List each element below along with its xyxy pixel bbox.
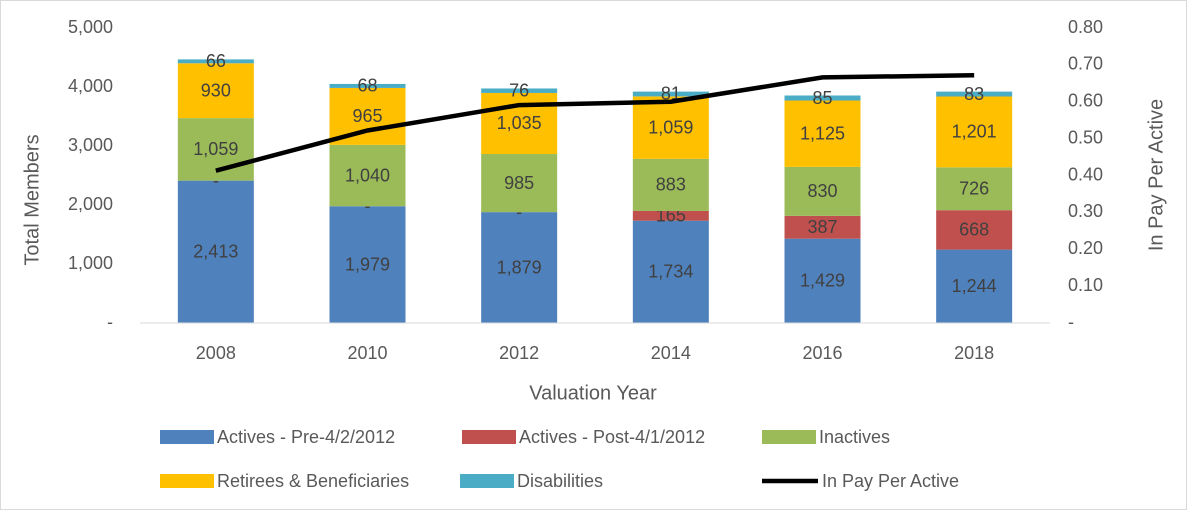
data-label: 965 [352, 106, 382, 126]
data-label: 668 [959, 220, 989, 240]
y-tick-label: - [107, 312, 113, 332]
bar-segment [632, 158, 709, 211]
bar-segment [936, 96, 1013, 168]
legend-swatch [462, 430, 516, 444]
bar-segment [329, 83, 406, 88]
data-label: 66 [206, 51, 226, 71]
y2-tick-label: 0.30 [1068, 201, 1103, 221]
x-tick-label: 2010 [347, 343, 387, 363]
legend-swatch [160, 474, 214, 488]
bar-segment [481, 88, 558, 93]
data-label: 1,879 [497, 257, 542, 277]
data-label: 83 [964, 84, 984, 104]
bar-segment [784, 100, 861, 167]
y-tick-label: 2,000 [68, 194, 113, 214]
y2-tick-label: 0.10 [1068, 275, 1103, 295]
data-label: 830 [807, 181, 837, 201]
bar-segment [632, 220, 709, 323]
bar-segment [784, 238, 861, 323]
y-axis-title: Total Members [21, 134, 43, 265]
data-label: 2,413 [193, 242, 238, 262]
data-label: 85 [812, 88, 832, 108]
y2-tick-label: 0.50 [1068, 127, 1103, 147]
y2-axis-title: In Pay Per Active [1145, 99, 1167, 251]
data-label: 930 [201, 80, 231, 100]
bar-segment [177, 180, 254, 323]
bar-segment [481, 154, 558, 213]
bar-segment [784, 215, 861, 239]
data-label: 1,734 [648, 262, 693, 282]
legend-label: Retirees & Beneficiaries [217, 471, 409, 491]
x-tick-label: 2008 [196, 343, 236, 363]
x-axis-title: Valuation Year [529, 382, 657, 404]
bar-segment [481, 212, 558, 323]
data-label: 387 [807, 217, 837, 237]
y-tick-label: 5,000 [68, 17, 113, 37]
legend-label: Inactives [819, 427, 890, 447]
legend-swatch [160, 430, 214, 444]
y2-tick-label: 0.80 [1068, 17, 1103, 37]
data-label: 1,035 [497, 113, 542, 133]
data-label: 76 [509, 80, 529, 100]
data-label: 1,059 [193, 139, 238, 159]
x-tick-label: 2014 [651, 343, 691, 363]
legend-label: Actives - Pre-4/2/2012 [217, 427, 395, 447]
legend-swatch [460, 474, 514, 488]
bar-segment [784, 95, 861, 101]
y2-tick-label: - [1068, 312, 1074, 332]
bar-segment [329, 206, 406, 323]
data-label: 883 [656, 175, 686, 195]
y2-tick-label: 0.40 [1068, 164, 1103, 184]
data-label: 726 [959, 179, 989, 199]
y-tick-label: 4,000 [68, 76, 113, 96]
data-label: 68 [357, 76, 377, 96]
bar-segment [936, 210, 1013, 250]
bar-segment [936, 91, 1013, 97]
bar-segment [632, 96, 709, 159]
x-tick-label: 2018 [954, 343, 994, 363]
bar-segment [177, 59, 254, 64]
legend-label: Disabilities [517, 471, 603, 491]
x-tick-label: 2012 [499, 343, 539, 363]
legend-label: Actives - Post-4/1/2012 [519, 427, 705, 447]
legend-label: In Pay Per Active [822, 471, 959, 491]
y2-tick-label: 0.20 [1068, 238, 1103, 258]
bar-segment [936, 249, 1013, 323]
data-label: 1,979 [345, 254, 390, 274]
line-series [215, 72, 975, 173]
bar-segment [329, 144, 406, 207]
bar-segment [784, 166, 861, 216]
data-label: 985 [504, 173, 534, 193]
y-tick-label: 3,000 [68, 135, 113, 155]
data-label: 1,429 [800, 271, 845, 291]
y2-tick-label: 0.70 [1068, 54, 1103, 74]
data-label: 1,059 [648, 117, 693, 137]
x-tick-label: 2016 [802, 343, 842, 363]
bar-segment [177, 63, 254, 119]
bar-segment [936, 167, 1013, 211]
data-label: 1,125 [800, 123, 845, 143]
data-label: 1,244 [952, 276, 997, 296]
y2-tick-label: 0.60 [1068, 91, 1103, 111]
bar-segment [632, 91, 709, 97]
legend-swatch [762, 430, 816, 444]
bar-segment [632, 210, 709, 221]
data-label: 1,040 [345, 165, 390, 185]
data-label: 1,201 [952, 122, 997, 142]
y-tick-label: 1,000 [68, 253, 113, 273]
